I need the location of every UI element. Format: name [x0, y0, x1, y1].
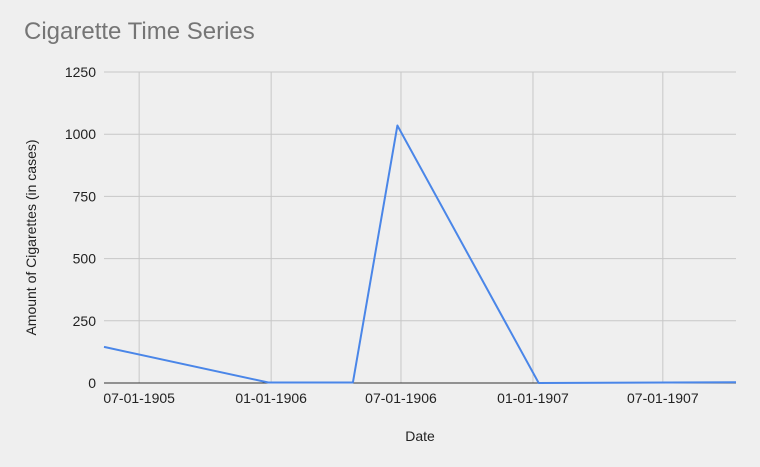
y-axis-title: Amount of Cigarettes (in cases) — [23, 139, 39, 335]
y-tick-label: 500 — [73, 251, 97, 267]
chart-title: Cigarette Time Series — [24, 18, 255, 45]
y-tick-label: 0 — [88, 375, 96, 391]
gridlines — [104, 71, 736, 383]
x-axis-ticks: 07-01-1905 01-01-1906 07-01-1906 01-01-1907… — [103, 390, 699, 406]
x-tick-label: 07-01-1905 — [103, 390, 175, 406]
series-layer — [103, 124, 737, 384]
y-tick-label: 1000 — [65, 126, 96, 142]
series-line — [103, 124, 737, 384]
x-tick-label: 07-01-1907 — [627, 390, 699, 406]
y-tick-label: 1250 — [65, 64, 96, 80]
y-tick-label: 250 — [73, 313, 97, 329]
x-axis-title: Date — [405, 428, 435, 444]
x-tick-label: 01-01-1907 — [497, 390, 569, 406]
x-tick-label: 01-01-1906 — [235, 390, 307, 406]
x-tick-label: 07-01-1906 — [365, 390, 437, 406]
y-tick-label: 750 — [73, 188, 97, 204]
y-axis-ticks: 0 250 500 750 1000 1250 — [65, 64, 96, 391]
